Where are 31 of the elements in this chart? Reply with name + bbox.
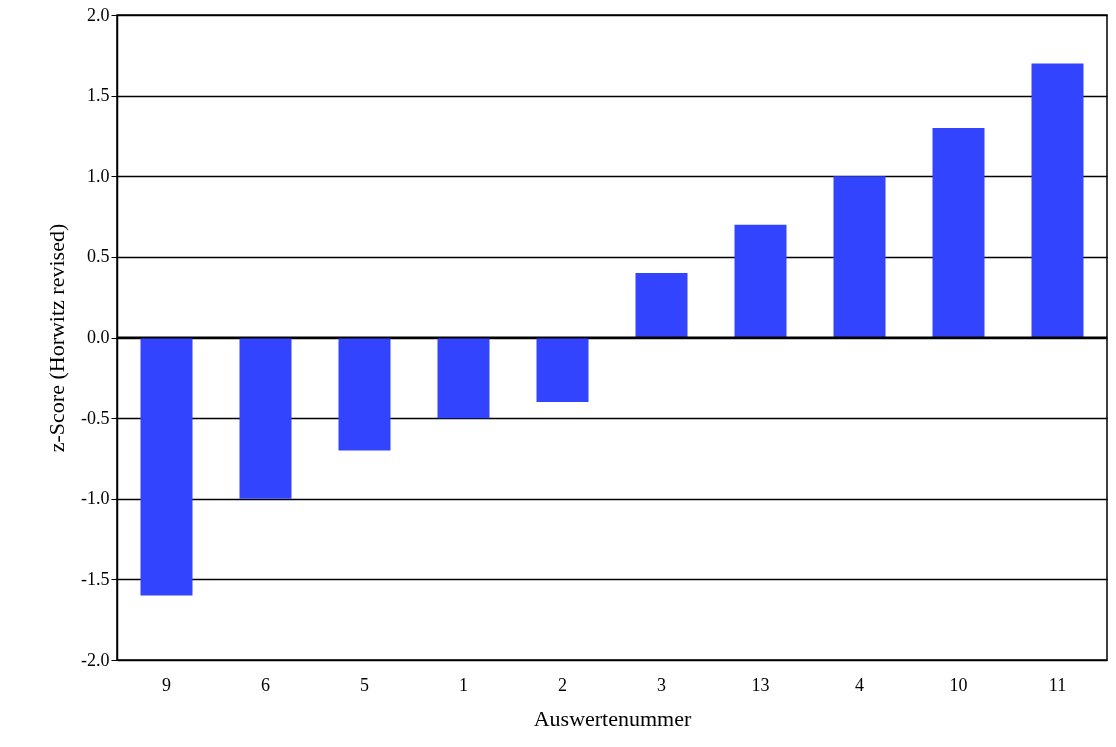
bar <box>734 224 787 338</box>
x-axis-title: Auswertenummer <box>533 705 692 731</box>
bar <box>536 337 589 402</box>
y-tick-label: 2.0 <box>87 4 110 25</box>
bar <box>338 337 391 451</box>
y-axis-title: z-Score (Horwitz revised) <box>44 223 70 453</box>
y-tick-label: 0.5 <box>87 246 110 267</box>
y-tick-label: -1.5 <box>81 568 110 589</box>
x-tick-label: 9 <box>162 674 171 695</box>
bar <box>833 176 886 338</box>
x-tick-label: 1 <box>459 674 468 695</box>
bar <box>635 273 688 338</box>
x-tick-label: 4 <box>855 674 864 695</box>
x-tick-label: 2 <box>558 674 567 695</box>
x-tick-label: 6 <box>261 674 270 695</box>
y-tick-label: -1.0 <box>81 488 110 509</box>
bar <box>1031 63 1084 338</box>
bar <box>932 127 985 338</box>
y-tick-label: 0.0 <box>87 327 110 347</box>
bar <box>239 337 292 499</box>
x-tick-label: 10 <box>949 674 968 695</box>
x-tick-label: 3 <box>657 674 666 695</box>
x-tick-label: 5 <box>360 674 369 695</box>
x-tick-label: 13 <box>751 674 770 695</box>
y-tick-label: -0.5 <box>81 407 110 428</box>
y-tick-label: -2.0 <box>81 649 110 670</box>
bar <box>140 337 193 596</box>
x-tick-label: 11 <box>1048 674 1067 695</box>
bar <box>437 337 490 419</box>
y-tick-label: 1.0 <box>87 165 110 186</box>
y-tick-label: 1.5 <box>87 85 110 106</box>
